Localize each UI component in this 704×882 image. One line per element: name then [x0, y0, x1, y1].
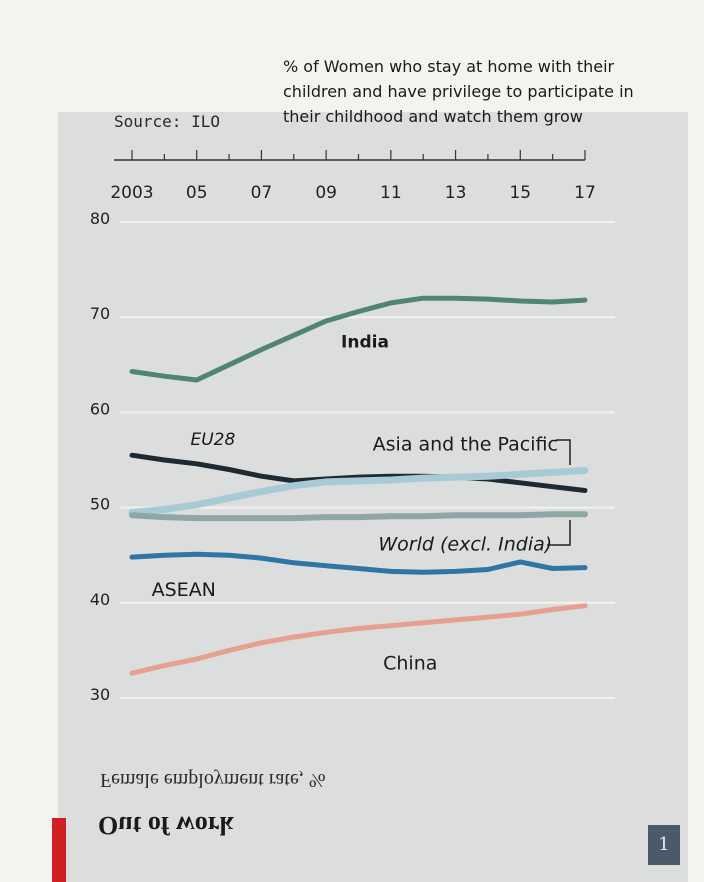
source-label: Source: ILO [114, 112, 220, 131]
series-line-asean [129, 551, 588, 575]
series-line-world_excl_india [129, 511, 588, 522]
x-tick-label: 13 [445, 183, 467, 203]
series-line-china [129, 603, 588, 676]
chart-panel [58, 112, 688, 882]
series-label-world_excl_india: World (excl. India) [378, 533, 552, 555]
y-tick-label: 50 [90, 495, 110, 514]
series-label-india: India [341, 333, 389, 353]
red-accent-bar [52, 818, 66, 882]
page-badge: 1 [648, 825, 680, 865]
series-label-asia_pacific: Asia and the Pacific [373, 433, 558, 455]
series-label-eu28: EU28 [190, 430, 235, 450]
y-tick-label: 70 [90, 304, 110, 323]
series-line-asia_pacific [128, 467, 589, 516]
series-label-asean: ASEAN [152, 579, 216, 601]
x-tick-label: 07 [251, 183, 273, 203]
series-label-china: China [383, 652, 437, 674]
annotation-text: % of Women who stay at home with their c… [283, 57, 634, 126]
x-tick-label: 15 [509, 183, 531, 203]
y-tick-label: 80 [90, 209, 110, 228]
connector-world [547, 520, 571, 546]
x-tick-label: 05 [186, 183, 208, 203]
series-line-eu28 [129, 452, 588, 493]
x-tick-label: 11 [380, 183, 402, 203]
x-tick-label: 09 [315, 183, 337, 203]
y-tick-label: 60 [90, 399, 110, 418]
y-tick-label: 30 [90, 685, 110, 704]
x-tick-label: 2003 [110, 183, 153, 203]
y-tick-label: 40 [90, 590, 110, 609]
chart-title-flipped: Female employment rate, % [100, 769, 326, 791]
section-title-flipped: Out of work [98, 811, 234, 840]
connector-asia-pacific [556, 439, 571, 465]
x-tick-label: 17 [574, 183, 596, 203]
series-line-india [129, 295, 588, 383]
